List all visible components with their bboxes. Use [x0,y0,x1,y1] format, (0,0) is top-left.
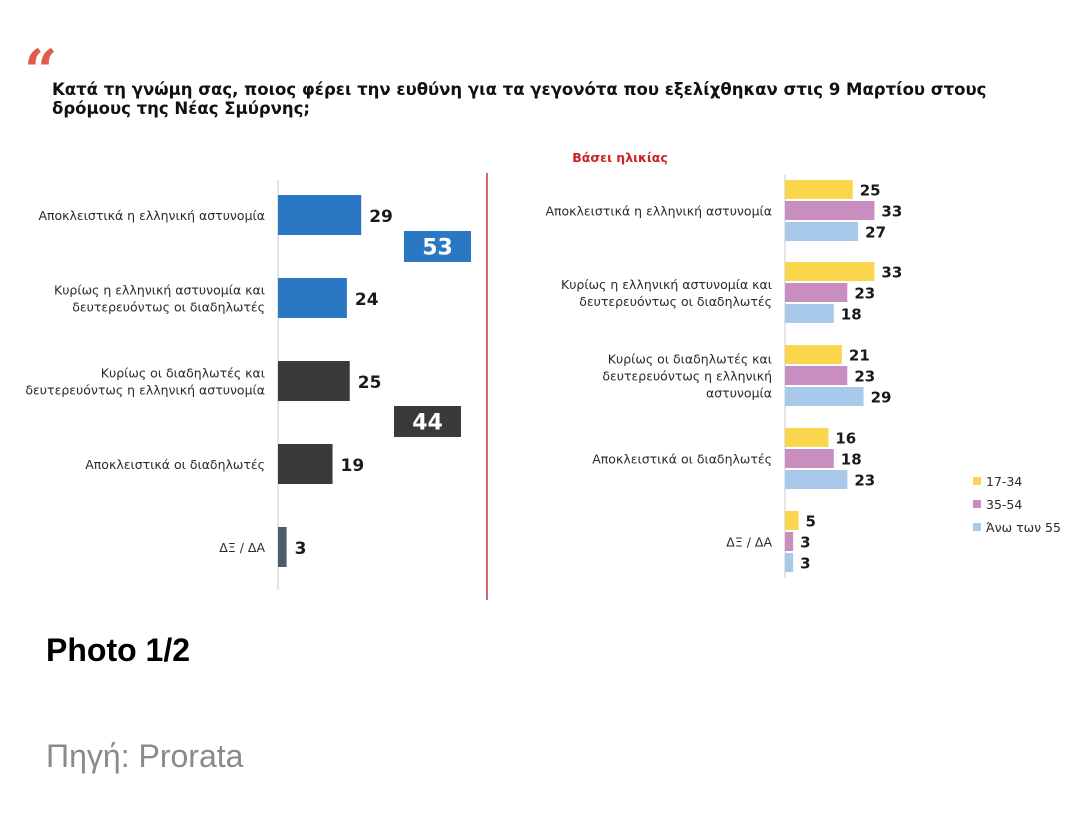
right-bar-1-2 [785,304,834,323]
right-value-label-2-2: 29 [871,389,892,407]
left-bar-4 [278,527,287,567]
right-bar-3-0 [785,428,829,447]
left-category-label-2-0: Κυρίως οι διαδηλωτές και [101,366,265,381]
left-value-label-4: 3 [295,539,307,559]
left-total-label-0: 53 [422,236,453,261]
right-bar-4-0 [785,511,799,530]
right-value-label-1-2: 18 [841,306,862,324]
right-bar-1-0 [785,262,875,281]
right-bar-3-2 [785,470,848,489]
bar-charts: 29 Αποκλειστικά η ελληνική αστυνομία 24 Κυρ… [25,175,1061,590]
left-category-label-4-0: ΔΞ / ΔΑ [219,540,265,555]
source-credit: Πηγή: Prorata [46,738,244,774]
right-value-label-0-2: 27 [865,224,886,242]
left-category-label-1-0: Κυρίως η ελληνική αστυνομία και [54,283,265,298]
left-total-label-1: 44 [412,411,443,436]
left-bar-2 [278,361,350,401]
right-value-label-1-0: 33 [881,264,902,282]
legend-swatch-2 [973,523,981,531]
right-bar-0-2 [785,222,859,241]
right-bar-0-0 [785,180,853,199]
right-bar-2-1 [785,366,848,385]
right-category-label-1-0: Κυρίως η ελληνική αστυνομία και [561,277,772,292]
legend-label-1: 35-54 [986,497,1022,512]
quote-mark-icon: “ [24,37,58,105]
right-value-label-3-0: 16 [835,430,856,448]
right-value-label-4-1: 3 [800,534,810,552]
left-bar-3 [278,444,333,484]
left-total-box-1 [394,406,461,437]
left-category-label-3-0: Αποκλειστικά οι διαδηλωτές [85,457,265,472]
right-bar-2-2 [785,387,864,406]
right-bar-1-1 [785,283,848,302]
left-bar-0 [278,195,362,235]
left-value-label-1: 24 [355,290,379,310]
photo-caption: Photo 1/2 [46,632,191,668]
left-bar-1 [278,278,347,318]
left-total-box-0 [404,231,471,262]
right-bar-3-1 [785,449,834,468]
right-value-label-4-0: 5 [806,513,816,531]
left-category-label-0-0: Αποκλειστικά η ελληνική αστυνομία [38,208,265,223]
right-category-label-4-0: ΔΞ / ΔΑ [726,535,772,550]
left-value-label-2: 25 [358,373,382,393]
right-category-label-3-0: Αποκλειστικά οι διαδηλωτές [592,452,772,467]
legend-swatch-1 [973,500,981,508]
left-category-label-2-1: δευτερευόντως η ελληνική αστυνομία [25,383,265,398]
right-value-label-3-1: 18 [841,451,862,469]
right-category-label-1-1: δευτερευόντως οι διαδηλωτές [579,294,772,309]
right-value-label-2-0: 21 [849,347,870,365]
left-value-label-3: 19 [341,456,365,476]
right-value-label-1-1: 23 [854,285,875,303]
right-category-label-2-1: δευτερευόντως η ελληνική [602,369,772,384]
legend-label-2: Άνω των 55 [986,520,1061,535]
chart-figure: “ Κατά τη γνώμη σας, ποιος φέρει την ευθ… [24,37,1061,600]
right-value-label-4-2: 3 [800,555,810,573]
right-category-label-0-0: Αποκλειστικά η ελληνική αστυνομία [545,204,772,219]
chart-question-title: Κατά τη γνώμη σας, ποιος φέρει την ευθύν… [52,80,987,118]
legend-swatch-0 [973,477,981,485]
right-bar-4-1 [785,532,794,551]
right-bar-2-0 [785,345,842,364]
right-value-label-0-0: 25 [860,182,881,200]
legend-label-0: 17-34 [986,474,1022,489]
right-category-label-2-2: αστυνομία [706,386,772,401]
right-value-label-2-1: 23 [854,368,875,386]
right-value-label-0-1: 33 [881,203,902,221]
left-category-label-1-1: δευτερευόντως οι διαδηλωτές [72,300,265,315]
right-value-label-3-2: 23 [854,472,875,490]
panel-divider [486,173,488,600]
right-bar-0-1 [785,201,875,220]
left-value-label-0: 29 [369,207,393,227]
age-breakdown-subtitle: Βάσει ηλικίας [572,150,668,165]
right-bar-4-2 [785,553,794,572]
right-category-label-2-0: Κυρίως οι διαδηλωτές και [608,352,772,367]
